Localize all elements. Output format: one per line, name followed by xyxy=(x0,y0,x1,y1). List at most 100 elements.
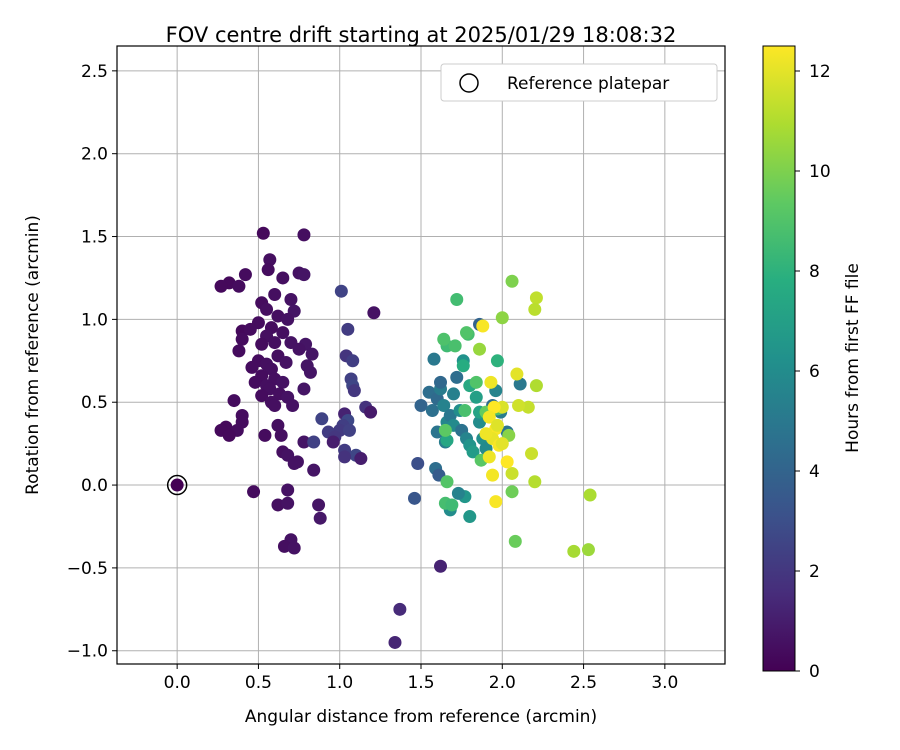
data-point xyxy=(238,268,252,282)
data-point xyxy=(271,498,285,512)
x-tick-label: 1.5 xyxy=(407,673,434,693)
data-point xyxy=(466,445,480,459)
data-point xyxy=(440,433,454,447)
data-point xyxy=(260,302,274,316)
data-point xyxy=(263,253,277,267)
data-point xyxy=(450,370,464,384)
data-point xyxy=(342,423,356,437)
x-tick-label: 0.0 xyxy=(164,673,191,693)
y-tick-label: −0.5 xyxy=(67,559,108,579)
colorbar-tick-label: 10 xyxy=(809,162,831,182)
data-point xyxy=(487,400,501,414)
data-point xyxy=(473,415,487,429)
data-point xyxy=(286,399,300,413)
data-point xyxy=(245,360,259,374)
data-point xyxy=(505,466,519,480)
data-point xyxy=(232,279,246,293)
data-point xyxy=(469,390,483,404)
data-point xyxy=(281,312,295,326)
data-point xyxy=(364,405,378,419)
data-point xyxy=(287,457,301,471)
data-point xyxy=(315,412,329,426)
data-point xyxy=(583,488,597,502)
y-tick-label: 1.0 xyxy=(81,310,108,330)
data-point xyxy=(268,399,282,413)
data-point xyxy=(581,543,595,557)
data-point xyxy=(473,342,487,356)
data-point xyxy=(445,498,459,512)
data-point xyxy=(276,271,290,285)
data-point xyxy=(476,319,490,333)
data-point xyxy=(276,375,290,389)
data-point xyxy=(489,495,503,509)
y-tick-label: 2.0 xyxy=(81,145,108,165)
data-point xyxy=(347,384,361,398)
data-point xyxy=(303,365,317,379)
data-point xyxy=(287,541,301,555)
colorbar-tick-label: 8 xyxy=(809,262,820,282)
x-tick-label: 1.0 xyxy=(326,673,353,693)
data-point xyxy=(277,539,291,553)
data-point xyxy=(482,410,496,424)
data-point xyxy=(443,408,457,422)
data-point xyxy=(414,399,428,413)
data-point xyxy=(434,375,448,389)
data-point xyxy=(490,354,504,368)
data-point xyxy=(521,400,535,414)
colorbar-tick-label: 4 xyxy=(809,462,820,482)
reference-platepar-marker xyxy=(166,474,188,496)
data-point xyxy=(271,418,285,432)
data-point xyxy=(490,418,504,432)
data-point xyxy=(437,332,451,346)
x-axis-label: Angular distance from reference (arcmin) xyxy=(245,707,597,727)
data-point xyxy=(505,274,519,288)
data-point xyxy=(279,355,293,369)
data-point xyxy=(232,344,246,358)
data-point xyxy=(458,404,472,418)
data-point xyxy=(334,284,348,298)
data-point xyxy=(447,387,461,401)
data-point xyxy=(256,226,270,240)
grid-lines xyxy=(117,46,725,664)
y-tick-label: 0.0 xyxy=(81,476,108,496)
data-point xyxy=(255,389,269,403)
legend: Reference platepar xyxy=(440,63,718,102)
data-point xyxy=(222,428,236,442)
x-tick-label: 3.0 xyxy=(651,673,678,693)
data-point xyxy=(281,496,295,510)
data-point xyxy=(170,478,184,492)
data-point xyxy=(427,352,441,366)
data-point xyxy=(451,486,465,500)
data-point xyxy=(529,379,543,393)
data-point xyxy=(255,337,269,351)
x-tick-label: 2.5 xyxy=(570,673,597,693)
data-point xyxy=(456,359,470,373)
data-point xyxy=(292,342,306,356)
colorbar: 0 2 4 6 8 10 12 Hours from first FF file xyxy=(762,45,863,682)
data-point xyxy=(312,498,326,512)
data-point xyxy=(438,423,452,437)
data-point xyxy=(235,332,249,346)
data-point xyxy=(271,309,285,323)
legend-label-reference: Reference platepar xyxy=(507,74,669,94)
data-point xyxy=(297,268,311,282)
colorbar-tick-label: 0 xyxy=(809,662,820,682)
data-point xyxy=(214,279,228,293)
data-point xyxy=(227,394,241,408)
legend-marker-reference xyxy=(459,73,479,93)
data-point xyxy=(528,302,542,316)
data-point xyxy=(276,326,290,340)
data-point xyxy=(450,292,464,306)
data-point xyxy=(434,559,448,573)
data-point xyxy=(354,452,368,466)
data-point xyxy=(274,428,288,442)
colorbar-gradient xyxy=(762,45,796,672)
data-point xyxy=(484,375,498,389)
data-point xyxy=(338,450,352,464)
legend-box xyxy=(440,63,718,102)
x-axis-ticks: 0.0 0.5 1.0 1.5 2.0 2.5 3.0 xyxy=(164,664,678,693)
data-point xyxy=(529,291,543,305)
data-point xyxy=(510,367,524,381)
y-tick-label: 1.5 xyxy=(81,228,108,248)
